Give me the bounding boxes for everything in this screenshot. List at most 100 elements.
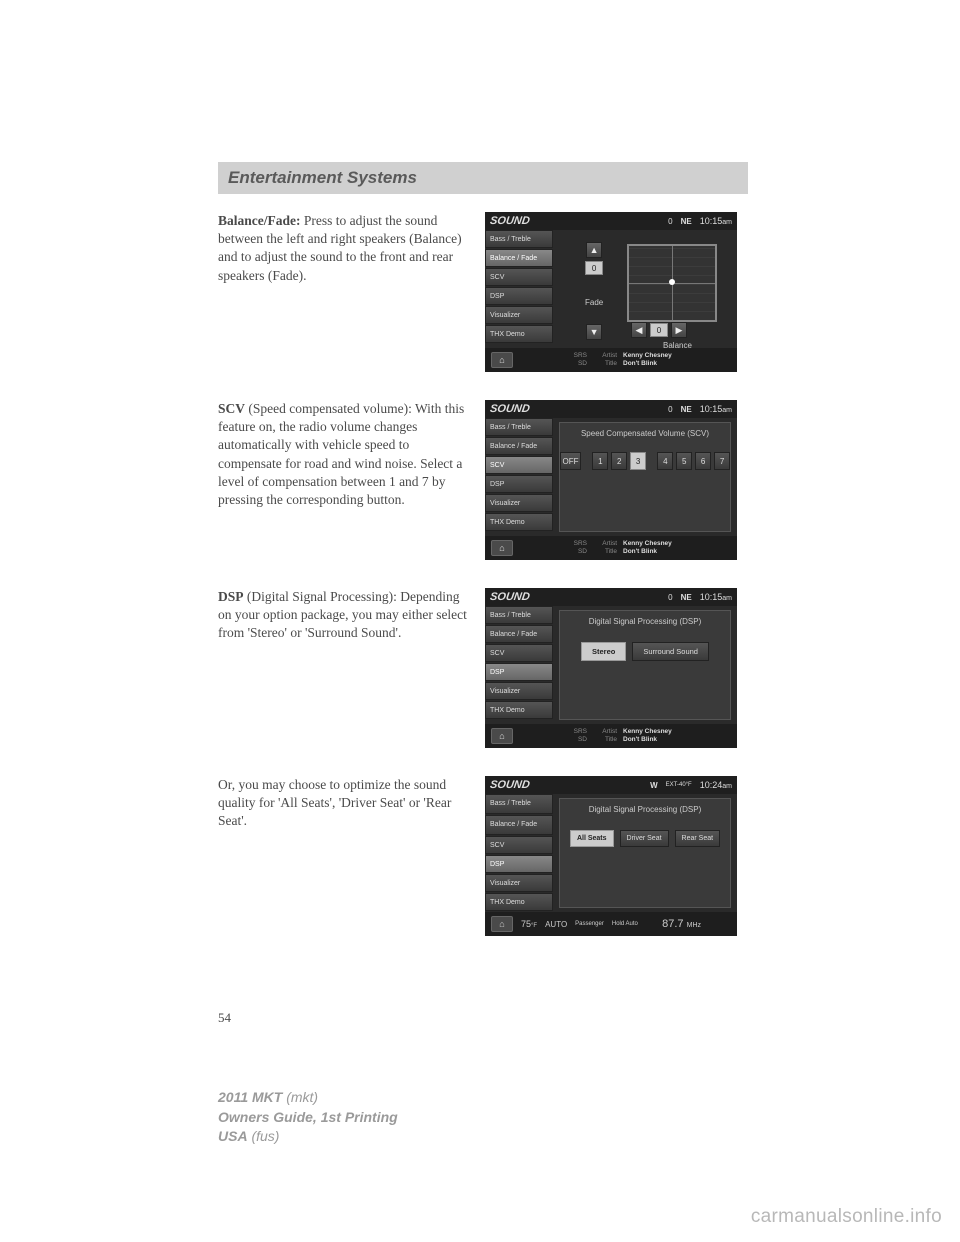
scv-off-button[interactable]: OFF: [560, 452, 581, 470]
text-balance-fade: Balance/Fade: Press to adjust the sound …: [218, 212, 473, 285]
home-icon[interactable]: ⌂: [491, 916, 513, 932]
text-dsp-seats: Or, you may choose to optimize the sound…: [218, 776, 473, 831]
side-bass-treble[interactable]: Bass / Treble: [485, 606, 553, 624]
side-dsp[interactable]: DSP: [485, 475, 553, 493]
balance-controls: ◀ 0 ▶: [631, 322, 687, 338]
footer-region-code: (fus): [248, 1128, 280, 1144]
now-playing: SRSArtistKenny Chesney SDTitleDon't Blin…: [563, 352, 731, 368]
dsp-surround-button[interactable]: Surround Sound: [632, 642, 709, 661]
dsp-panel-title: Digital Signal Processing (DSP): [560, 611, 730, 630]
now-playing: SRSArtistKenny Chesney SDTitleDon't Blin…: [563, 540, 731, 556]
title-label: Title: [593, 548, 617, 556]
title-value: Don't Blink: [623, 736, 657, 744]
side-balance-fade[interactable]: Balance / Fade: [485, 249, 553, 267]
dsp-rear-seat-button[interactable]: Rear Seat: [675, 830, 721, 847]
term-scv: SCV: [218, 401, 245, 416]
dsp-driver-seat-button[interactable]: Driver Seat: [620, 830, 669, 847]
screen-balance-fade: SOUND 0 NE 10:15am Bass / Treble Balance…: [485, 212, 737, 372]
footer-model-code: (mkt): [282, 1089, 318, 1105]
side-thx-demo[interactable]: THX Demo: [485, 325, 553, 343]
time-ampm: am: [722, 219, 732, 226]
scv-buttons: OFF 1 2 3 4 5 6 7: [560, 452, 730, 470]
side-visualizer[interactable]: Visualizer: [485, 682, 553, 700]
bf-grid[interactable]: [627, 244, 717, 322]
passenger-label: Passenger: [575, 921, 604, 927]
dsp-stereo-button[interactable]: Stereo: [581, 642, 626, 661]
scv-4-button[interactable]: 4: [657, 452, 673, 470]
body-scv: (Speed compensated volume): With this fe…: [218, 401, 464, 507]
scv-2-button[interactable]: 2: [611, 452, 627, 470]
side-scv[interactable]: SCV: [485, 456, 553, 474]
side-bass-treble[interactable]: Bass / Treble: [485, 230, 553, 248]
side-visualizer[interactable]: Visualizer: [485, 306, 553, 324]
screen-dsp: SOUND 0 NE 10:15am Bass / Treble Balance…: [485, 588, 737, 748]
screen1-sidebar: Bass / Treble Balance / Fade SCV DSP Vis…: [485, 230, 553, 344]
time-val: 10:24: [700, 780, 723, 790]
sd-label: SD: [563, 548, 587, 556]
side-visualizer[interactable]: Visualizer: [485, 874, 553, 892]
scv-6-button[interactable]: 6: [695, 452, 711, 470]
side-thx-demo[interactable]: THX Demo: [485, 513, 553, 531]
body-dsp: (Digital Signal Processing): Depending o…: [218, 589, 467, 640]
radio-freq: 87.7 MHz: [662, 918, 701, 930]
page-container: Entertainment Systems Balance/Fade: Pres…: [218, 162, 748, 964]
side-balance-fade[interactable]: Balance / Fade: [485, 815, 553, 835]
screen2-topbar: SOUND 0 NE 10:15am: [485, 400, 737, 418]
scv-5-button[interactable]: 5: [676, 452, 692, 470]
title-value: Don't Blink: [623, 360, 657, 368]
artist-value: Kenny Chesney: [623, 728, 672, 736]
compass-label: NE: [681, 405, 692, 414]
side-bass-treble[interactable]: Bass / Treble: [485, 418, 553, 436]
bf-position-dot: [669, 279, 675, 285]
dsp-all-seats-button[interactable]: All Seats: [570, 830, 614, 847]
text-scv: SCV (Speed compensated volume): With thi…: [218, 400, 473, 509]
scv-3-button[interactable]: 3: [630, 452, 646, 470]
side-dsp[interactable]: DSP: [485, 287, 553, 305]
side-thx-demo[interactable]: THX Demo: [485, 893, 553, 911]
side-scv[interactable]: SCV: [485, 836, 553, 854]
scv-1-button[interactable]: 1: [592, 452, 608, 470]
side-dsp[interactable]: DSP: [485, 855, 553, 873]
time-val: 10:15: [700, 216, 723, 226]
row-balance-fade: Balance/Fade: Press to adjust the sound …: [218, 212, 748, 372]
side-dsp[interactable]: DSP: [485, 663, 553, 681]
balance-left-button[interactable]: ◀: [631, 322, 647, 338]
screen-balance-fade-wrap: SOUND 0 NE 10:15am Bass / Treble Balance…: [485, 212, 737, 372]
screen4-topbar: SOUND W EXT-40°F 10:24am: [485, 776, 737, 794]
side-balance-fade[interactable]: Balance / Fade: [485, 437, 553, 455]
watermark: carmanualsonline.info: [751, 1206, 942, 1228]
climate-temp: 75°F: [521, 919, 537, 929]
side-scv[interactable]: SCV: [485, 644, 553, 662]
home-icon[interactable]: ⌂: [491, 352, 513, 368]
fade-label: Fade: [585, 298, 603, 307]
footer-line2: Owners Guide, 1st Printing: [218, 1108, 398, 1128]
side-scv[interactable]: SCV: [485, 268, 553, 286]
screen1-top-right: 0 NE 10:15am: [668, 216, 732, 226]
fade-value: 0: [585, 261, 603, 275]
balance-right-button[interactable]: ▶: [671, 322, 687, 338]
fade-down-button[interactable]: ▼: [586, 324, 602, 340]
balance-value: 0: [650, 323, 668, 337]
scv-7-button[interactable]: 7: [714, 452, 730, 470]
screen-scv-wrap: SOUND 0 NE 10:15am Bass / Treble Balance…: [485, 400, 737, 560]
screen4-climate-bar: ⌂ 75°F AUTO Passenger Hold Auto 87.7 MHz: [485, 912, 737, 936]
side-visualizer[interactable]: Visualizer: [485, 494, 553, 512]
home-icon[interactable]: ⌂: [491, 728, 513, 744]
side-balance-fade[interactable]: Balance / Fade: [485, 625, 553, 643]
screen3-bottom: ⌂ SRSArtistKenny Chesney SDTitleDon't Bl…: [485, 724, 737, 748]
sd-label: SD: [563, 736, 587, 744]
home-icon[interactable]: ⌂: [491, 540, 513, 556]
sound-label: SOUND: [489, 403, 530, 415]
side-bass-treble[interactable]: Bass / Treble: [485, 794, 553, 814]
screen4-top-right: W EXT-40°F 10:24am: [650, 780, 732, 790]
row-dsp: DSP (Digital Signal Processing): Dependi…: [218, 588, 748, 748]
fade-up-button[interactable]: ▲: [586, 242, 602, 258]
footer-model: 2011 MKT: [218, 1089, 282, 1105]
side-thx-demo[interactable]: THX Demo: [485, 701, 553, 719]
footer: 2011 MKT (mkt) Owners Guide, 1st Printin…: [218, 1088, 398, 1147]
term-dsp: DSP: [218, 589, 244, 604]
screen-dsp-seats-wrap: SOUND W EXT-40°F 10:24am Bass / Treble B…: [485, 776, 737, 936]
footer-region: USA: [218, 1128, 248, 1144]
term-balance-fade: Balance/Fade:: [218, 213, 301, 228]
time-label: 10:15am: [700, 592, 732, 602]
